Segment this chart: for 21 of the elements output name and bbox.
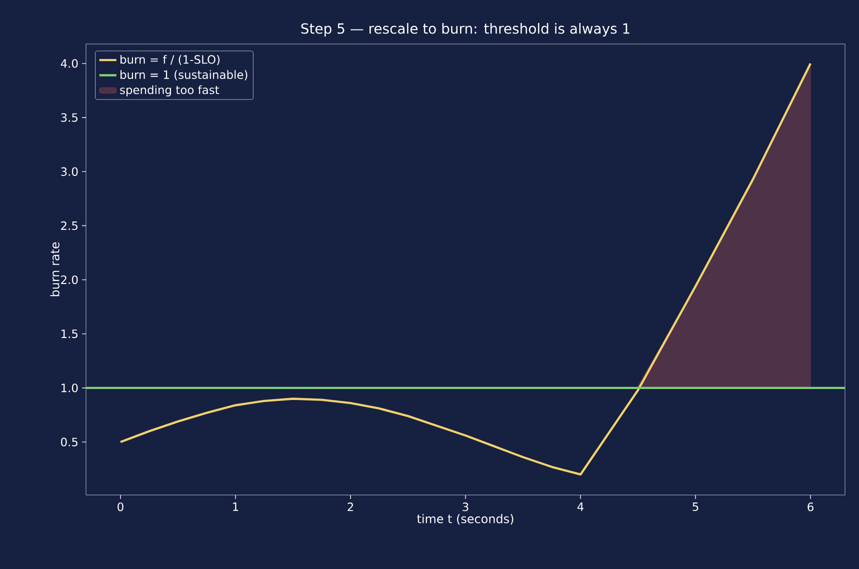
x-tick-label: 5	[692, 502, 698, 512]
x-tick-label: 6	[808, 502, 814, 512]
y-tick-label: 1.0	[62, 384, 78, 392]
x-axis-title: time t (seconds)	[417, 514, 514, 525]
x-tick-label: 3	[462, 502, 468, 512]
x-tick-label: 1	[233, 502, 238, 511]
chart-title: Step 5 — rescale to burn: threshold is always 1	[301, 23, 630, 37]
legend-label: burn = f / (1-SLO)	[120, 54, 220, 66]
y-tick-label: 0.5	[61, 438, 78, 446]
legend-label: burn = 1 (sustainable)	[120, 70, 248, 80]
y-tick-label: 2.5	[61, 221, 78, 230]
y-tick-label: 3.0	[61, 167, 78, 176]
y-tick-label: 2.0	[61, 275, 78, 284]
y-tick-label: 1.5	[62, 330, 78, 338]
legend-label: spending too fast	[120, 85, 220, 96]
x-tick-label: 4	[577, 502, 584, 511]
y-tick-label: 4.0	[60, 59, 78, 68]
x-tick-label: 0	[118, 502, 124, 512]
y-tick-label: 3.5	[61, 113, 78, 122]
x-tick-label: 2	[348, 502, 353, 512]
y-axis-title: burn rate	[50, 242, 60, 296]
